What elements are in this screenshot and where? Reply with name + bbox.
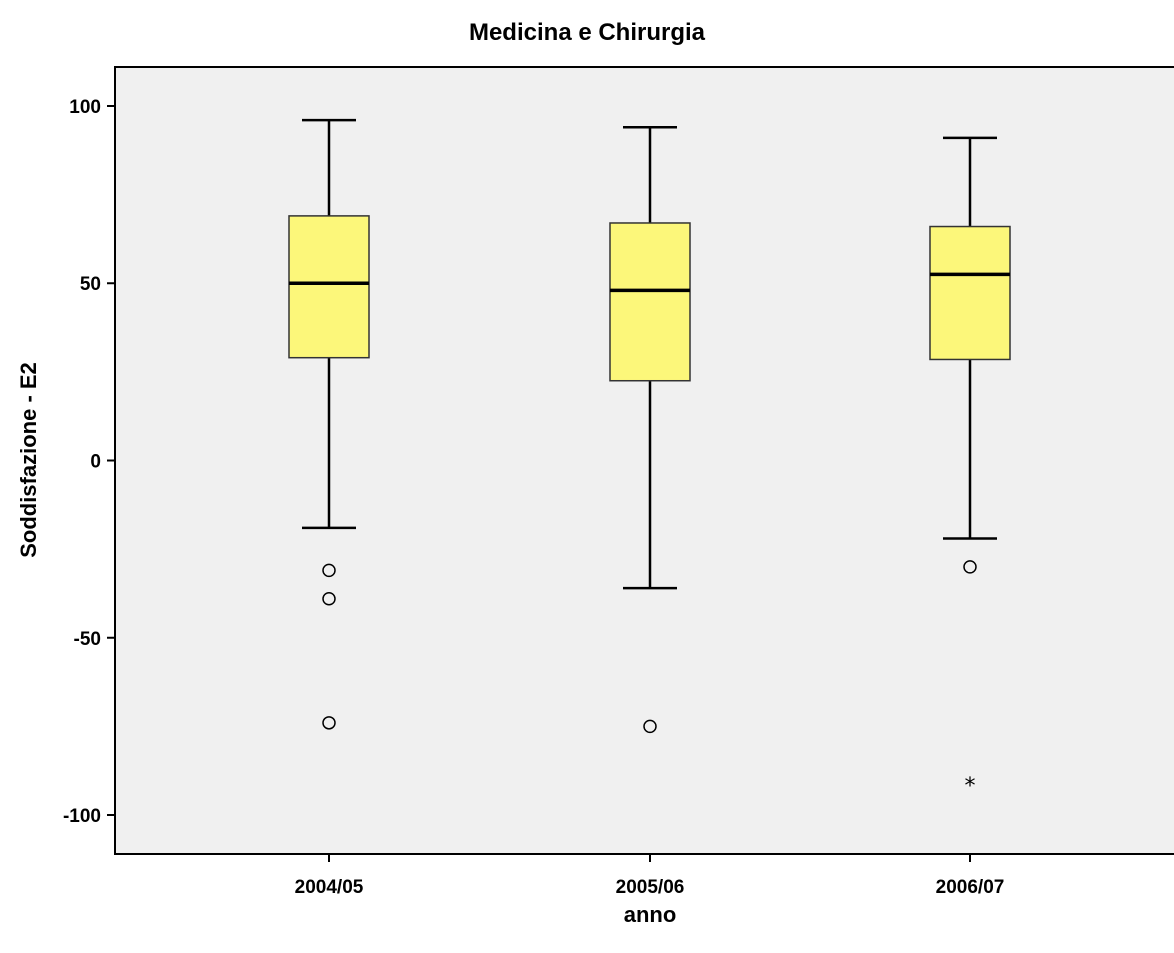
x-axis: 2004/05 2005/06 2006/07 [295,854,1005,898]
y-axis: 100 50 0 -50 -100 [63,97,115,827]
box-iqr [288,215,370,359]
y-tick-label: 100 [69,97,101,118]
x-tick-label: 2006/07 [936,877,1005,898]
y-tick-label: 0 [90,452,101,473]
outlier-point [322,716,336,730]
chart-title: Medicina e Chirurgia [469,19,706,46]
y-tick-label: -50 [74,629,101,650]
y-axis-label: Soddisfazione - E2 [16,362,41,558]
extreme-point: * [965,774,976,799]
x-tick-label: 2004/05 [295,877,364,898]
y-tick-label: -100 [63,806,101,827]
x-tick-label: 2005/06 [616,877,685,898]
outlier-point [322,592,336,606]
box-group [609,126,691,734]
plot-area [114,66,1174,855]
box-group: * [929,136,1011,799]
box-iqr [609,222,691,382]
boxes-group: * [288,118,1011,799]
x-axis-label: anno [624,902,677,927]
outlier-point [322,563,336,578]
box-group [288,118,370,730]
box-iqr [929,225,1011,361]
outlier-point [963,560,977,574]
y-tick-label: 50 [80,274,101,295]
outlier-point [643,719,657,734]
